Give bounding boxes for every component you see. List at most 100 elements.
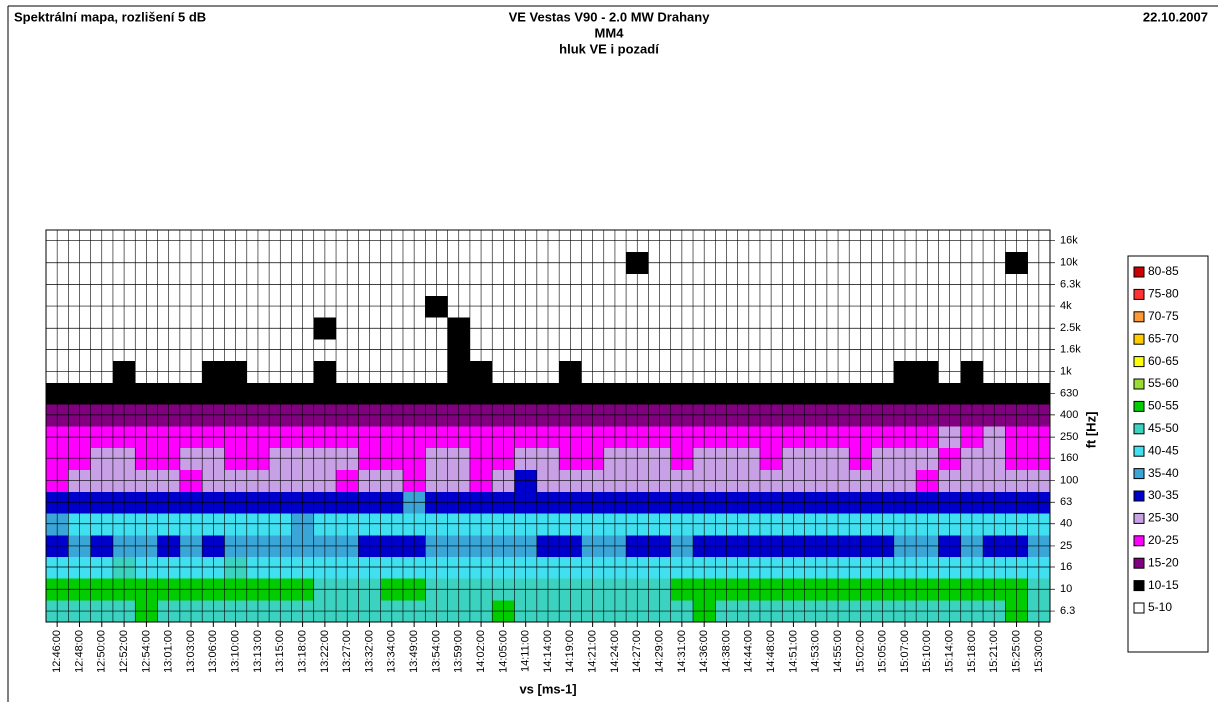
x-tick-label: 15:07:00 [899,630,911,673]
legend-label: 25-30 [1148,511,1179,525]
x-tick-label: 15:21:00 [988,630,1000,673]
y-tick-label: 6.3 [1060,605,1075,617]
x-tick-label: 14:19:00 [564,630,576,673]
x-tick-label: 14:36:00 [698,630,710,673]
x-tick-label: 14:11:00 [520,630,532,672]
legend-swatch [1134,424,1144,434]
legend-label: 65-70 [1148,331,1179,345]
y-tick-label: 10 [1060,583,1072,595]
x-tick-label: 13:22:00 [319,630,331,673]
y-axis-title: ft [Hz] [1083,412,1098,449]
x-tick-label: 13:18:00 [296,630,308,673]
x-tick-label: 12:50:00 [96,630,108,673]
date: 22.10.2007 [1143,9,1208,24]
y-tick-label: 250 [1060,431,1078,443]
legend-swatch [1134,558,1144,568]
y-tick-label: 4k [1060,300,1072,312]
x-tick-label: 15:18:00 [966,630,978,673]
legend-label: 80-85 [1148,264,1179,278]
y-tick-label: 400 [1060,409,1078,421]
x-tick-label: 15:30:00 [1033,630,1045,673]
y-tick-label: 1k [1060,365,1072,377]
legend-label: 60-65 [1148,354,1179,368]
legend-swatch [1134,379,1144,389]
page: {"chart_data": {"type": "heatmap", "titl… [0,0,1218,702]
x-tick-label: 14:24:00 [609,630,621,673]
chart: Spektrální mapa, rozlišení 5 dB VE Vesta… [0,0,1218,702]
y-tick-label: 2.5k [1060,322,1081,334]
y-tick-label: 16 [1060,561,1072,573]
x-tick-label: 14:38:00 [720,630,732,673]
x-tick-label: 14:02:00 [475,630,487,673]
legend-swatch [1134,491,1144,501]
legend-label: 40-45 [1148,443,1179,457]
x-tick-label: 14:48:00 [765,630,777,673]
chart-subtitle: MM4 [595,25,625,40]
x-tick-label: 13:32:00 [363,630,375,673]
x-tick-label: 15:25:00 [1010,630,1022,673]
y-tick-label: 630 [1060,387,1078,399]
x-tick-label: 15:10:00 [921,630,933,673]
x-tick-label: 13:15:00 [274,630,286,673]
x-tick-label: 13:01:00 [163,630,175,673]
x-tick-label: 13:54:00 [430,630,442,673]
x-tick-label: 14:51:00 [787,630,799,673]
legend-label: 70-75 [1148,309,1179,323]
x-tick-label: 13:03:00 [185,630,197,673]
legend-swatch [1134,401,1144,411]
x-tick-label: 12:52:00 [118,630,130,673]
legend-swatch [1134,513,1144,523]
legend-label: 50-55 [1148,399,1179,413]
x-tick-label: 12:54:00 [140,630,152,673]
x-tick-label: 15:14:00 [944,630,956,673]
x-tick-label: 14:21:00 [587,630,599,673]
chart-subtitle: hluk VE i pozadí [559,41,659,56]
legend-swatch [1134,603,1144,613]
legend-label: 55-60 [1148,376,1179,390]
legend-label: 15-20 [1148,555,1179,569]
x-tick-label: 14:44:00 [743,630,755,673]
x-tick-label: 14:53:00 [810,630,822,673]
legend-label: 5-10 [1148,600,1172,614]
legend-swatch [1134,267,1144,277]
x-tick-label: 13:10:00 [230,630,242,673]
x-tick-label: 15:02:00 [854,630,866,673]
x-tick-label: 12:48:00 [73,630,85,673]
x-tick-label: 15:05:00 [877,630,889,673]
x-tick-label: 13:49:00 [408,630,420,673]
legend-swatch [1134,357,1144,367]
legend-label: 75-80 [1148,287,1179,301]
chart-title: VE Vestas V90 - 2.0 MW Drahany [509,9,711,24]
y-tick-label: 1.6k [1060,343,1081,355]
legend-swatch [1134,446,1144,456]
legend-label: 10-15 [1148,578,1179,592]
x-tick-label: 13:59:00 [453,630,465,673]
x-tick-label: 14:31:00 [676,630,688,673]
x-tick-label: 14:27:00 [631,630,643,673]
x-tick-label: 13:34:00 [386,630,398,673]
legend-label: 20-25 [1148,533,1179,547]
x-tick-label: 13:13:00 [252,630,264,673]
legend-swatch [1134,289,1144,299]
legend-swatch [1134,312,1144,322]
x-tick-label: 12:46:00 [51,630,63,673]
y-tick-label: 100 [1060,474,1078,486]
y-tick-label: 25 [1060,540,1072,552]
x-tick-label: 14:14:00 [542,630,554,673]
y-tick-label: 160 [1060,452,1078,464]
y-tick-label: 16k [1060,234,1078,246]
y-tick-label: 40 [1060,518,1072,530]
legend-swatch [1134,334,1144,344]
legend-swatch [1134,581,1144,591]
legend-swatch [1134,469,1144,479]
x-tick-label: 14:55:00 [832,630,844,673]
legend-label: 45-50 [1148,421,1179,435]
legend-label: 35-40 [1148,466,1179,480]
y-tick-label: 6.3k [1060,279,1081,291]
legend-swatch [1134,536,1144,546]
x-axis-title: vs [ms-1] [519,681,576,696]
x-tick-label: 13:06:00 [207,630,219,673]
y-tick-label: 10k [1060,257,1078,269]
x-tick-label: 13:27:00 [341,630,353,673]
x-tick-label: 14:05:00 [497,630,509,673]
